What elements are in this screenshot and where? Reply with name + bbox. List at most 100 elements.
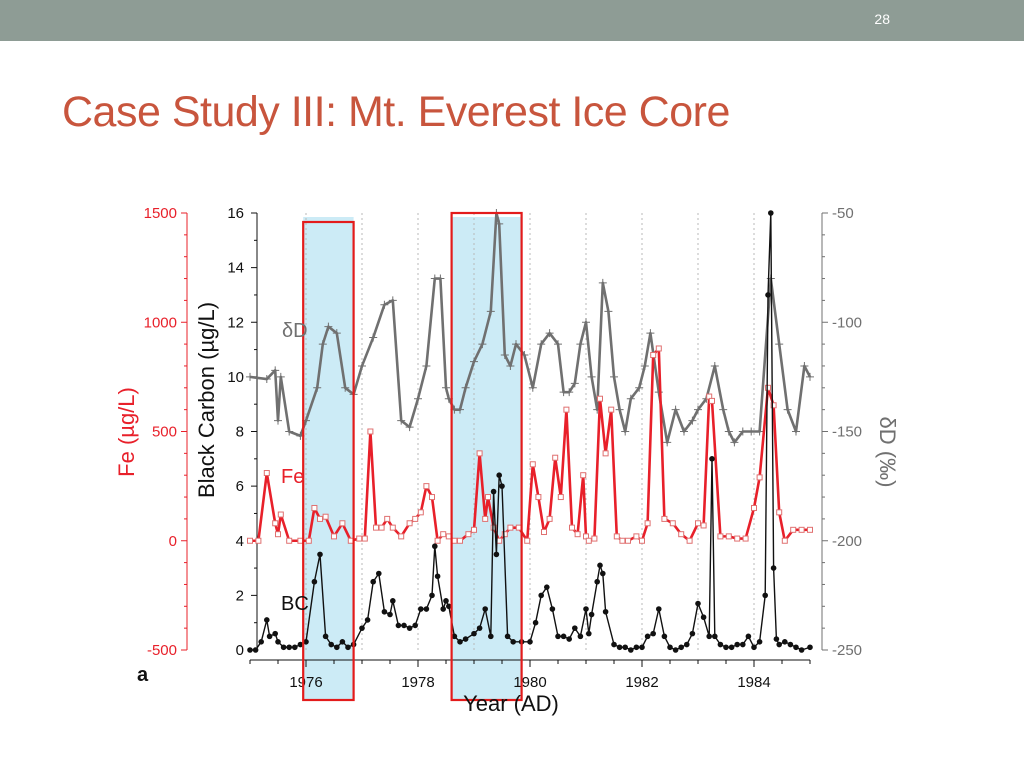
fe-point: [440, 531, 447, 538]
x-axis-label: Year (AD): [463, 691, 559, 716]
bc-point: [684, 641, 690, 648]
fe-point: [434, 537, 441, 544]
bc-point: [600, 570, 606, 577]
fe-point: [644, 520, 651, 527]
dd-axis-label: δD (‰): [875, 417, 900, 488]
dd-point: [422, 361, 431, 370]
fe-point: [591, 535, 598, 542]
dd-point: [792, 427, 800, 436]
fe-tick-label: -500: [147, 642, 177, 659]
dd-point: [604, 307, 613, 316]
dd-tick-label: -200: [832, 533, 862, 550]
dd-point: [274, 416, 282, 425]
dd-point: [570, 379, 579, 388]
x-tick-label: 1976: [289, 674, 322, 691]
bc-point: [297, 641, 304, 648]
bc-point: [695, 600, 701, 607]
dd-tick-label: -100: [832, 314, 862, 331]
dd-point: [747, 427, 756, 436]
fe-point: [602, 450, 609, 457]
bc-point: [622, 644, 628, 651]
bc-point: [770, 565, 777, 571]
dd-point: [576, 340, 585, 349]
bc-point: [773, 636, 780, 642]
dd-point: [405, 423, 414, 432]
dd-point: [358, 361, 366, 370]
fe-point: [742, 535, 749, 542]
fe-point: [585, 537, 592, 544]
fe-point: [423, 483, 430, 490]
fe-point: [476, 450, 483, 457]
bc-point: [272, 630, 279, 637]
highlight-box-fill-1: [303, 217, 354, 700]
dd-point: [537, 340, 546, 349]
bc-point: [510, 639, 516, 645]
dd-point: [646, 329, 655, 338]
fe-point: [613, 533, 620, 540]
fe-point: [277, 511, 284, 518]
fe-point: [807, 526, 813, 533]
bc-point: [280, 644, 287, 651]
bc-point: [286, 644, 293, 651]
bc-point: [776, 641, 782, 648]
dd-point: [506, 361, 515, 370]
series-line-dd: [249, 211, 812, 444]
highlight-box-fill-2: [451, 217, 522, 700]
fe-point: [709, 397, 715, 404]
series-fe: [247, 345, 813, 544]
fe-point: [378, 524, 385, 531]
fe-point: [669, 520, 676, 527]
bc-point: [395, 622, 402, 629]
dd-point: [500, 351, 509, 360]
bc-point: [434, 573, 441, 580]
dd-point: [528, 383, 537, 392]
fe-tick-label: 500: [152, 424, 177, 441]
bc-point: [656, 606, 662, 612]
fe-series-label: Fe: [281, 466, 304, 488]
fe-point: [776, 509, 783, 516]
fe-point: [339, 520, 346, 527]
fe-point: [398, 533, 405, 540]
series-dd: [246, 209, 814, 447]
fe-point: [482, 515, 489, 522]
fe-point: [790, 526, 797, 533]
fe-point: [373, 524, 379, 531]
bc-point: [787, 641, 794, 648]
fe-point: [756, 474, 763, 481]
dd-point: [512, 340, 520, 349]
fe-point: [678, 531, 685, 538]
bc-point: [364, 617, 371, 623]
dd-point: [680, 427, 688, 436]
bc-point: [751, 644, 757, 651]
bc-point: [616, 644, 623, 651]
fe-point: [406, 520, 413, 527]
fe-point: [311, 504, 318, 511]
x-tick-label: 1980: [513, 674, 546, 691]
bc-tick-label: 14: [227, 260, 244, 277]
bc-point: [390, 598, 396, 604]
bc-point: [572, 625, 578, 631]
bc-point: [633, 644, 640, 651]
dd-point: [694, 405, 702, 414]
dd-tick-label: -150: [832, 424, 862, 441]
fe-point: [765, 384, 771, 391]
fe-point: [650, 352, 657, 359]
fe-point: [272, 520, 279, 527]
fe-point: [361, 535, 368, 542]
dd-point: [478, 340, 487, 349]
bc-point: [429, 592, 435, 599]
fe-point: [412, 515, 419, 522]
data-series: [246, 209, 814, 653]
top-bar: [0, 0, 1024, 41]
fe-point: [356, 535, 363, 542]
bc-point: [446, 603, 452, 610]
bc-point: [661, 633, 668, 640]
fe-point: [557, 494, 564, 501]
dd-point: [554, 340, 562, 349]
bc-point: [440, 606, 447, 612]
fe-point: [535, 494, 542, 501]
fe-point: [471, 526, 477, 533]
x-tick-label: 1984: [737, 674, 770, 691]
dd-point: [470, 357, 478, 366]
bc-point: [706, 633, 712, 640]
